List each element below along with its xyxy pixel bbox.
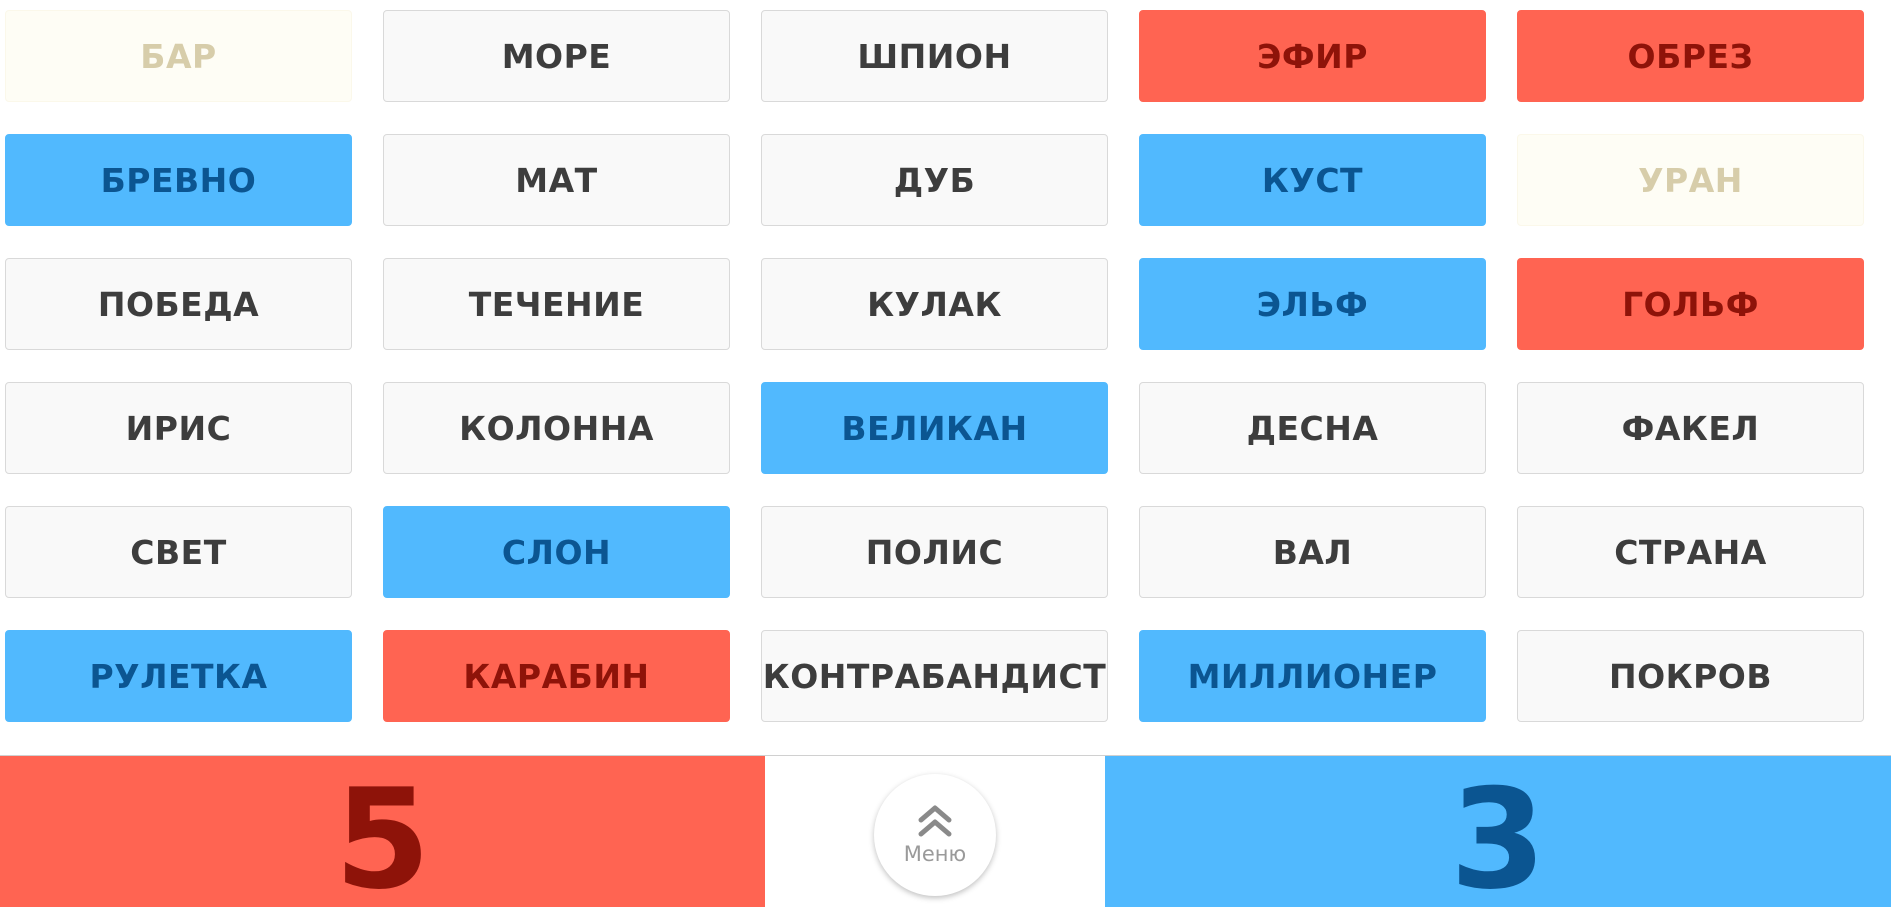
menu-button[interactable]: Меню (874, 774, 996, 896)
word-card[interactable]: ФАКЕЛ (1517, 382, 1864, 474)
word-card[interactable]: МАТ (383, 134, 730, 226)
word-card[interactable]: УРАН (1517, 134, 1864, 226)
word-card[interactable]: ДЕСНА (1139, 382, 1486, 474)
word-card[interactable]: ПОЛИС (761, 506, 1108, 598)
word-card[interactable]: ПОБЕДА (5, 258, 352, 350)
word-card[interactable]: СЛОН (383, 506, 730, 598)
word-card[interactable]: КУЛАК (761, 258, 1108, 350)
word-card[interactable]: ЭЛЬФ (1139, 258, 1486, 350)
game-board: БАР МОРЕ ШПИОН ЭФИР ОБРЕЗ БРЕВНО МАТ ДУБ КУСТ УРА… (5, 10, 1864, 722)
red-team-score-panel: 5 (0, 756, 765, 920)
word-card[interactable]: ДУБ (761, 134, 1108, 226)
word-card[interactable]: КОЛОННА (383, 382, 730, 474)
red-team-score: 5 (334, 758, 431, 920)
word-card[interactable]: ОБРЕЗ (1517, 10, 1864, 102)
blue-team-score: 3 (1449, 758, 1547, 920)
word-card[interactable]: ВАЛ (1139, 506, 1486, 598)
word-card[interactable]: ЭФИР (1139, 10, 1486, 102)
word-card[interactable]: СВЕТ (5, 506, 352, 598)
word-card[interactable]: ТЕЧЕНИЕ (383, 258, 730, 350)
menu-label: Меню (903, 842, 967, 866)
word-card[interactable]: БРЕВНО (5, 134, 352, 226)
word-card[interactable]: ГОЛЬФ (1517, 258, 1864, 350)
word-card[interactable]: МОРЕ (383, 10, 730, 102)
word-card[interactable]: ШПИОН (761, 10, 1108, 102)
word-card[interactable]: ВЕЛИКАН (761, 382, 1108, 474)
word-card[interactable]: БАР (5, 10, 352, 102)
word-card[interactable]: ПОКРОВ (1517, 630, 1864, 722)
double-chevron-up-icon (918, 805, 952, 837)
blue-team-score-panel: 3 (1105, 756, 1891, 920)
word-card[interactable]: КУСТ (1139, 134, 1486, 226)
score-bar: 5 Меню 3 (0, 755, 1891, 920)
word-card[interactable]: ИРИС (5, 382, 352, 474)
word-card[interactable]: СТРАНА (1517, 506, 1864, 598)
word-card[interactable]: КАРАБИН (383, 630, 730, 722)
word-card[interactable]: КОНТРАБАНДИСТ (761, 630, 1108, 722)
word-card[interactable]: МИЛЛИОНЕР (1139, 630, 1486, 722)
word-card[interactable]: РУЛЕТКА (5, 630, 352, 722)
